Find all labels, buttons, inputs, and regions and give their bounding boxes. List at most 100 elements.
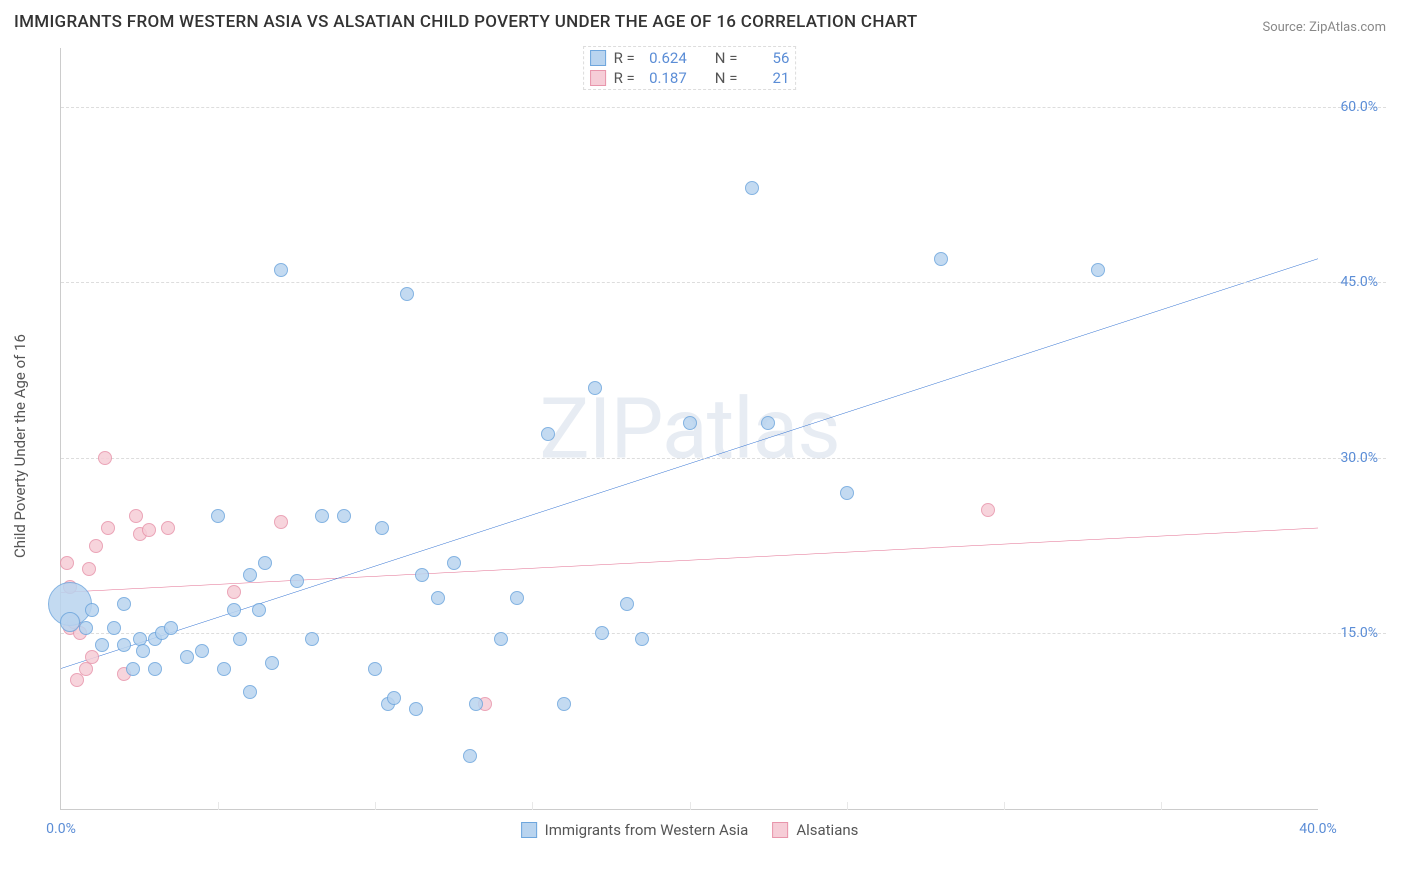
gridline-h [61, 282, 1386, 283]
scatter-point-series1 [761, 416, 775, 430]
series-legend: Immigrants from Western Asia Alsatians [521, 821, 859, 839]
r-value-series1: 0.624 [643, 49, 687, 67]
scatter-point-series1 [126, 662, 140, 676]
legend-row-series1: R = 0.624 N = 56 [590, 49, 790, 67]
scatter-point-series1 [934, 252, 948, 266]
gridline-v [532, 802, 533, 810]
source-label: Source: ZipAtlas.com [1262, 20, 1386, 35]
scatter-point-series1 [315, 509, 329, 523]
scatter-point-series1 [541, 427, 555, 441]
chart-container: Child Poverty Under the Age of 16 ZIPatl… [48, 48, 1386, 844]
scatter-point-series1 [1091, 263, 1105, 277]
gridline-v [1161, 802, 1162, 810]
scatter-point-series1 [136, 644, 150, 658]
gridline-v [847, 802, 848, 810]
gridline-v [1004, 802, 1005, 810]
scatter-point-series1 [85, 603, 99, 617]
plot-area: ZIPatlas R = 0.624 N = 56 R = 0.187 N = … [60, 48, 1318, 810]
gridline-v [375, 802, 376, 810]
scatter-point-series1 [243, 568, 257, 582]
scatter-point-series2 [142, 523, 156, 537]
n-label: N = [715, 69, 738, 87]
y-axis-label: Child Poverty Under the Age of 16 [11, 334, 29, 558]
gridline-h [61, 633, 1386, 634]
scatter-point-series1 [595, 626, 609, 640]
n-label: N = [715, 49, 738, 67]
y-tick-label: 60.0% [1340, 99, 1378, 115]
scatter-point-series1 [290, 574, 304, 588]
scatter-point-series1 [463, 749, 477, 763]
r-label: R = [614, 69, 635, 87]
legend-swatch-series2 [590, 70, 606, 86]
scatter-point-series1 [117, 638, 131, 652]
scatter-point-series2 [129, 509, 143, 523]
y-tick-label: 45.0% [1340, 274, 1378, 290]
scatter-point-series1 [217, 662, 231, 676]
scatter-point-series2 [60, 556, 74, 570]
scatter-point-series1 [375, 521, 389, 535]
scatter-point-series1 [117, 597, 131, 611]
scatter-point-series1 [258, 556, 272, 570]
legend-item-series1: Immigrants from Western Asia [521, 821, 749, 839]
scatter-point-series2 [85, 650, 99, 664]
y-tick-label: 30.0% [1340, 450, 1378, 466]
n-value-series1: 56 [745, 49, 789, 67]
scatter-point-series1 [243, 685, 257, 699]
legend-item-series2: Alsatians [772, 821, 858, 839]
scatter-point-series1 [387, 691, 401, 705]
legend-row-series2: R = 0.187 N = 21 [590, 69, 790, 87]
n-value-series2: 21 [745, 69, 789, 87]
legend-swatch-series2-b [772, 822, 788, 838]
scatter-point-series1 [588, 381, 602, 395]
regression-line-series2 [61, 528, 1318, 592]
x-tick-label: 40.0% [1299, 821, 1337, 837]
legend-swatch-series1-b [521, 822, 537, 838]
scatter-point-series1 [180, 650, 194, 664]
scatter-point-series2 [89, 539, 103, 553]
scatter-point-series1 [409, 702, 423, 716]
scatter-point-series2 [101, 521, 115, 535]
legend-label-series1: Immigrants from Western Asia [545, 821, 749, 839]
scatter-point-series1 [510, 591, 524, 605]
scatter-point-series1 [211, 509, 225, 523]
correlation-legend: R = 0.624 N = 56 R = 0.187 N = 21 [583, 46, 797, 90]
scatter-point-series1 [469, 697, 483, 711]
y-tick-label: 15.0% [1340, 625, 1378, 641]
chart-title: IMMIGRANTS FROM WESTERN ASIA VS ALSATIAN… [14, 12, 918, 32]
scatter-point-series2 [82, 562, 96, 576]
scatter-point-series1 [227, 603, 241, 617]
scatter-point-series2 [981, 503, 995, 517]
scatter-point-series1 [274, 263, 288, 277]
scatter-point-series1 [683, 416, 697, 430]
scatter-point-series1 [164, 621, 178, 635]
scatter-point-series1 [107, 621, 121, 635]
scatter-point-series1 [95, 638, 109, 652]
scatter-point-series1 [265, 656, 279, 670]
regression-line-series1 [61, 259, 1318, 669]
scatter-point-series2 [161, 521, 175, 535]
scatter-point-series1 [620, 597, 634, 611]
scatter-point-series2 [70, 673, 84, 687]
scatter-point-series1 [252, 603, 266, 617]
scatter-point-series1 [148, 662, 162, 676]
scatter-point-series1 [60, 612, 80, 632]
gridline-h [61, 458, 1386, 459]
r-value-series2: 0.187 [643, 69, 687, 87]
gridline-v [218, 802, 219, 810]
gridline-h [61, 107, 1386, 108]
scatter-point-series1 [337, 509, 351, 523]
scatter-point-series2 [274, 515, 288, 529]
gridline-v [690, 802, 691, 810]
x-tick-label: 0.0% [46, 821, 76, 837]
scatter-point-series1 [368, 662, 382, 676]
scatter-point-series1 [494, 632, 508, 646]
legend-swatch-series1 [590, 50, 606, 66]
scatter-point-series1 [233, 632, 247, 646]
scatter-point-series1 [840, 486, 854, 500]
scatter-point-series1 [195, 644, 209, 658]
scatter-point-series1 [447, 556, 461, 570]
scatter-point-series1 [745, 181, 759, 195]
scatter-point-series2 [98, 451, 112, 465]
legend-label-series2: Alsatians [796, 821, 858, 839]
scatter-point-series2 [227, 585, 241, 599]
